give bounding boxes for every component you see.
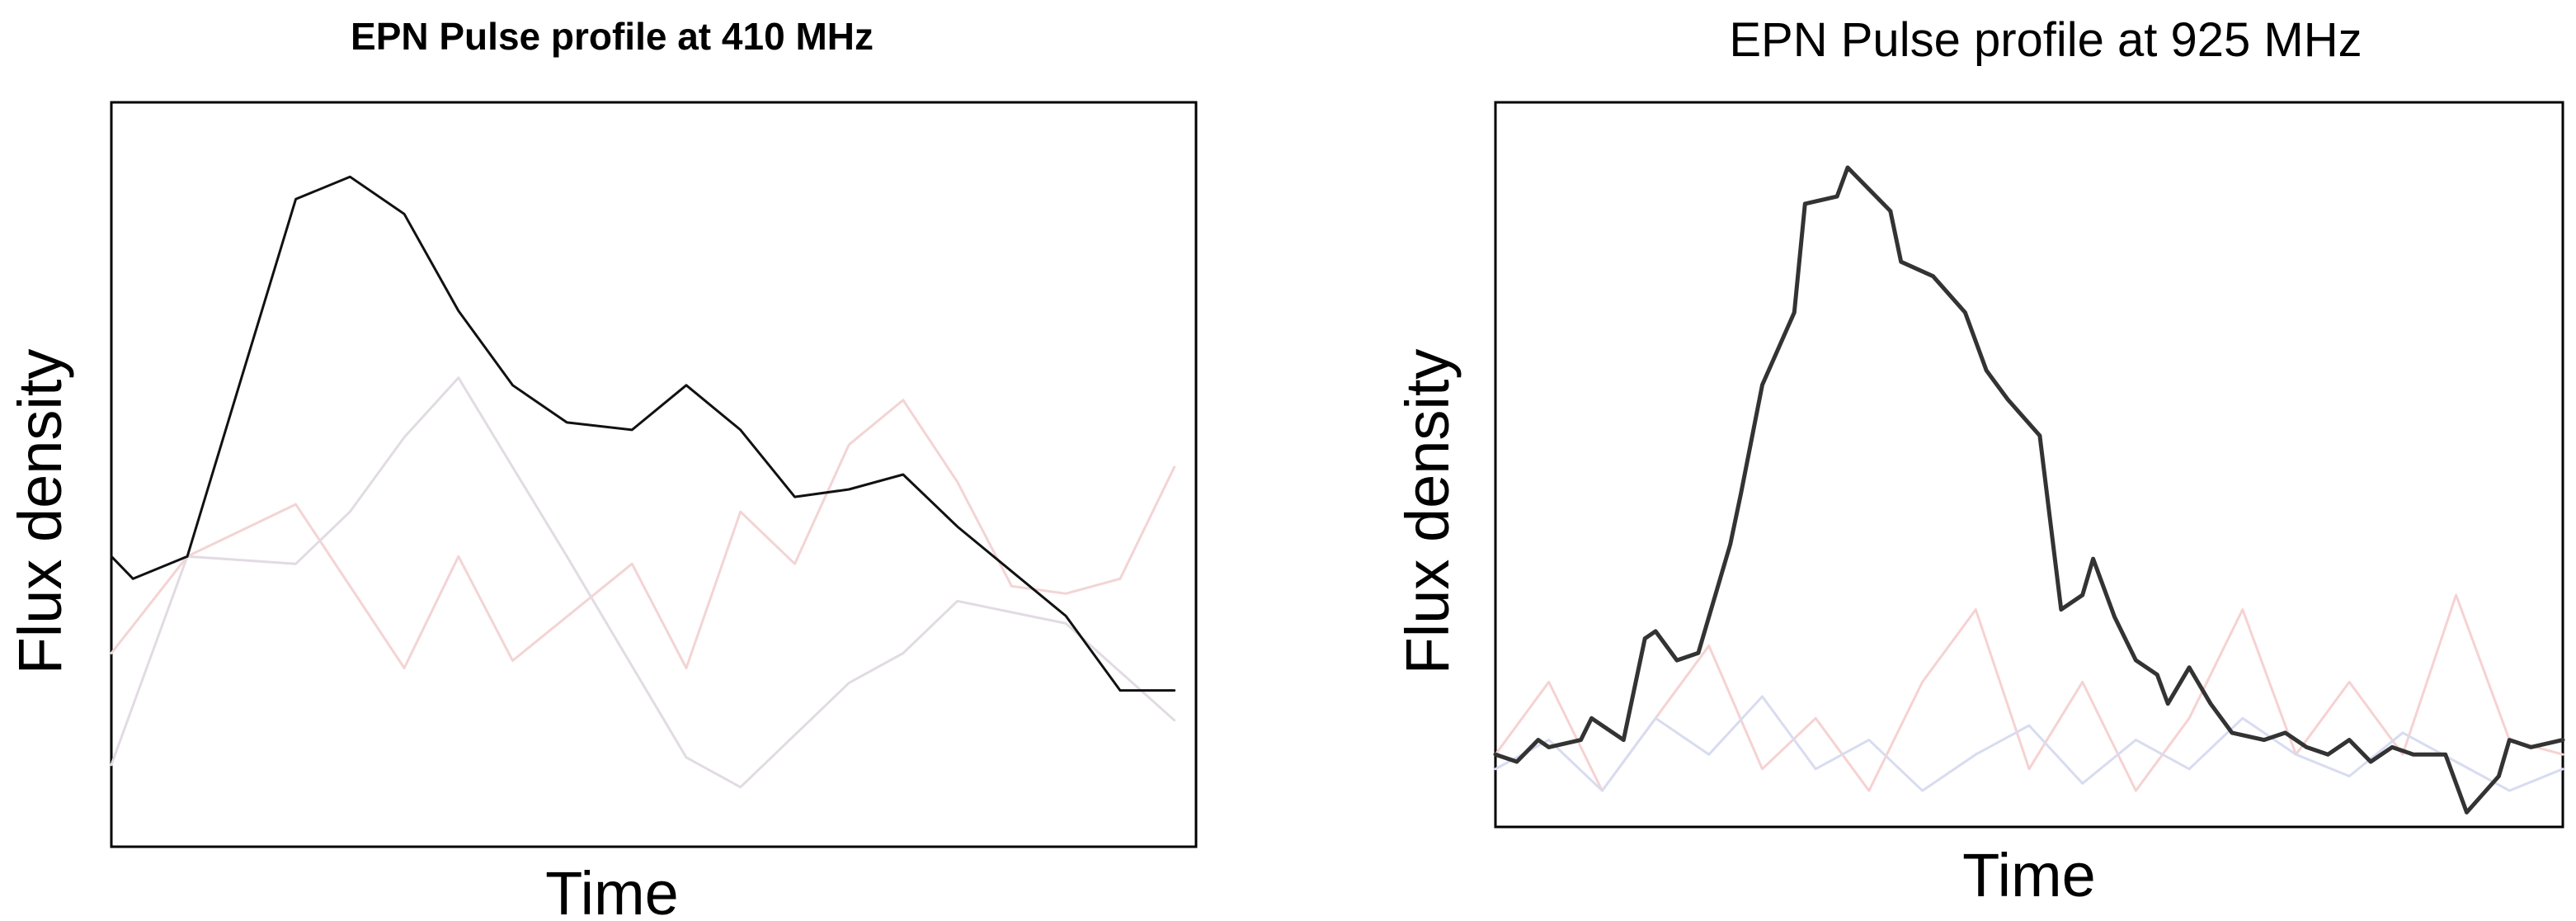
data-line — [110, 376, 1176, 789]
data-line — [1494, 695, 2564, 792]
x-axis-label: Time — [545, 859, 679, 921]
plot-frame — [110, 101, 1198, 848]
x-axis-label: Time — [1962, 841, 2096, 909]
y-axis-label: Flux density — [1393, 349, 1462, 675]
data-line — [110, 175, 1176, 692]
data-line — [110, 399, 1176, 669]
plot-frame — [1494, 101, 2564, 829]
y-axis-label: Flux density — [6, 349, 74, 675]
data-line — [1493, 165, 2565, 815]
chart-title: EPN Pulse profile at 925 MHz — [1729, 13, 2362, 67]
chart-title: EPN Pulse profile at 410 MHz — [351, 15, 874, 58]
data-line — [1494, 593, 2564, 792]
